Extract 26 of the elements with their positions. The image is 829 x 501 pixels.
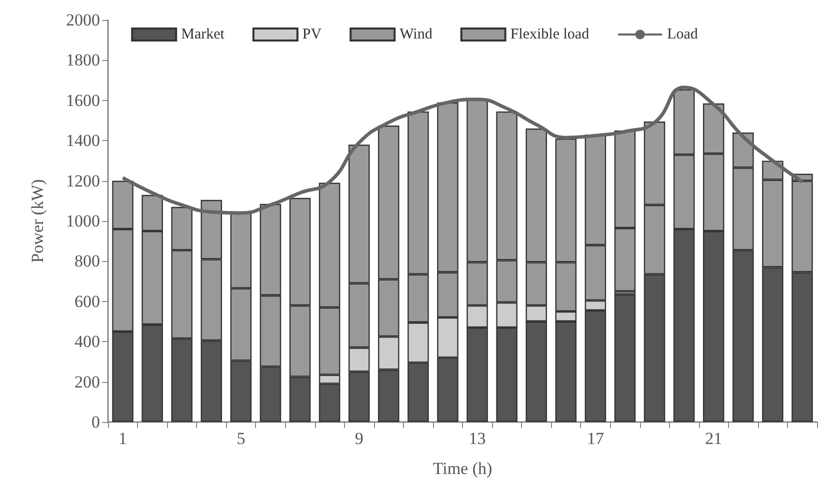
legend-label: PV xyxy=(302,26,322,42)
y-tick-label: 1800 xyxy=(66,50,100,70)
y-tick-label: 800 xyxy=(74,252,100,271)
y-tick-label: 600 xyxy=(74,292,100,311)
x-tick-label: 21 xyxy=(705,429,722,448)
x-tick-label: 1 xyxy=(118,429,128,448)
y-tick-label: 1600 xyxy=(66,90,100,110)
y-tick-label: 400 xyxy=(74,332,100,352)
x-tick-label: 9 xyxy=(354,429,364,448)
x-axis-title: Time (h) xyxy=(432,459,492,478)
bar xyxy=(614,294,636,422)
legend-label: Flexible load xyxy=(510,26,590,42)
y-tick-label: 1000 xyxy=(66,212,100,230)
legend-label: Wind xyxy=(400,26,433,42)
x-tick-label: 13 xyxy=(468,429,486,448)
y-axis-title: Power (kW) xyxy=(28,179,47,263)
legend-label: Market xyxy=(181,26,226,42)
y-tick-label: 200 xyxy=(74,372,100,392)
line-series xyxy=(121,86,804,215)
y-tick-label: 2000 xyxy=(66,10,100,30)
y-tick-label: 0 xyxy=(92,412,100,432)
x-tick-label: 5 xyxy=(236,429,246,448)
y-tick-label: 1200 xyxy=(66,171,100,190)
y-tick-label: 1400 xyxy=(66,131,100,150)
legend-label: Load xyxy=(667,26,698,42)
x-tick-label: 17 xyxy=(586,429,604,448)
